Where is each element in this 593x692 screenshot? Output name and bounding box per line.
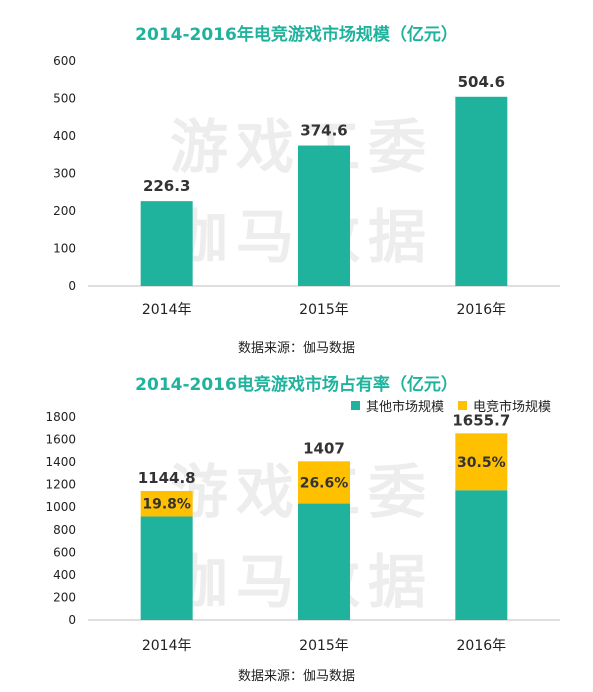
bar-esports-segment [455, 433, 508, 491]
chart2-title: 2014-2016电竞游戏市场占有率（亿元） [135, 375, 458, 395]
y-tick-label: 1000 [45, 500, 76, 514]
legend-label-other: 其他市场规模 [365, 400, 444, 415]
data-label: 504.6 [458, 73, 505, 91]
legend-swatch-other [350, 401, 360, 410]
x-tick-label: 2014年 [142, 302, 192, 318]
chart2-legend: 其他市场规模 电竞市场规模 [350, 396, 551, 415]
y-tick-label: 1200 [45, 478, 76, 492]
y-tick-label: 200 [53, 590, 76, 604]
y-tick-label: 0 [68, 279, 76, 293]
y-tick-label: 500 [53, 92, 76, 106]
chart1-source: 数据来源：伽马数据 [237, 341, 355, 356]
watermark-line1: 游戏工委 [170, 458, 435, 526]
x-tick-label: 2015年 [299, 638, 349, 654]
y-tick-label: 600 [53, 54, 76, 68]
legend-label-esports: 电竞市场规模 [472, 400, 551, 415]
chart2-source: 数据来源：伽马数据 [237, 669, 355, 684]
x-tick-label: 2014年 [142, 638, 192, 654]
y-tick-label: 600 [53, 545, 76, 559]
y-tick-label: 100 [53, 242, 76, 256]
watermark-line2: 伽马数据 [170, 203, 435, 271]
y-tick-label: 800 [53, 523, 76, 537]
bar-other-segment [455, 490, 508, 620]
chart1-title: 2014-2016年电竞游戏市场规模（亿元） [135, 25, 458, 45]
watermark-line1: 游戏工委 [170, 113, 435, 181]
share-label: 30.5% [457, 455, 506, 471]
legend-item-esports: 电竞市场规模 [457, 396, 551, 415]
y-tick-label: 1600 [45, 433, 76, 447]
x-tick-label: 2015年 [299, 302, 349, 318]
y-tick-label: 200 [53, 204, 76, 218]
y-tick-label: 0 [68, 613, 76, 627]
y-tick-label: 400 [53, 129, 76, 143]
legend-item-other: 其他市场规模 [350, 396, 444, 415]
x-tick-label: 2016年 [457, 302, 507, 318]
y-tick-label: 1400 [45, 455, 76, 469]
x-tick-label: 2016年 [457, 638, 507, 654]
y-tick-label: 400 [53, 568, 76, 582]
y-tick-label: 300 [53, 167, 76, 181]
y-tick-label: 1800 [45, 410, 76, 424]
bar [455, 96, 508, 287]
watermark-line2: 伽马数据 [170, 548, 435, 616]
legend-swatch-esports [457, 401, 467, 410]
